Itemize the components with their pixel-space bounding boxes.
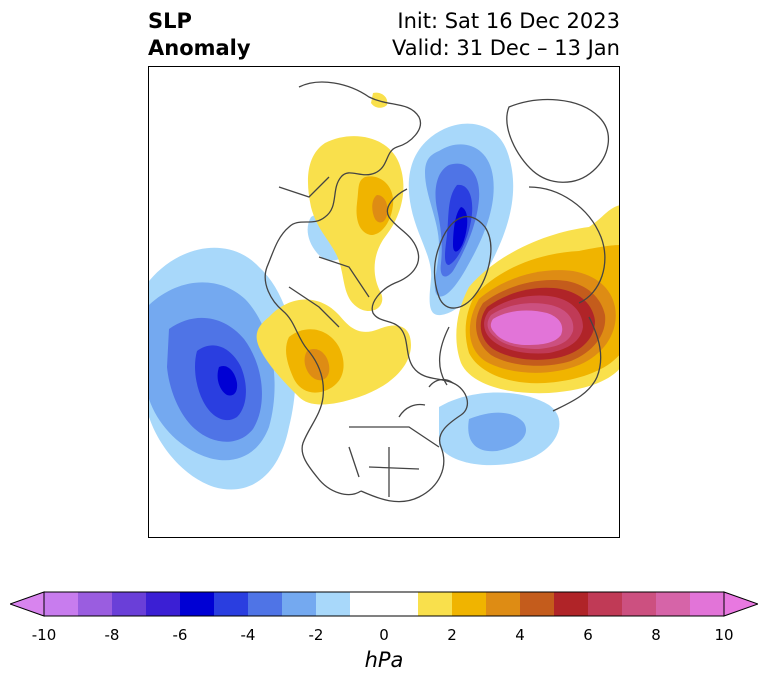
colorbar-tick-label: -6 [172,626,188,644]
colorbar-bin [418,592,452,616]
colorbar-bin [214,592,248,616]
colorbar-tick-label: 0 [379,626,389,644]
init-date-label: Init: Sat 16 Dec 2023 [397,9,620,33]
colorbar-bin [656,592,690,616]
run-info: Init: Sat 16 Dec 2023 Valid: 31 Dec – 13… [392,8,620,62]
anomaly-greenland-high [456,205,619,394]
colorbar-bin [486,592,520,616]
colorbar-bin [588,592,622,616]
colorbar-unit-label: hPa [364,648,404,672]
colorbar [10,591,758,617]
colorbar-bin [248,592,282,616]
slp-anomaly-map [148,66,620,538]
colorbar-underflow-triangle [10,591,45,617]
colorbar-bin [146,592,180,616]
colorbar-bin [452,592,486,616]
colorbar-outline [43,591,725,617]
colorbar-bin [44,592,78,616]
title-line-slp: SLP [148,9,192,33]
colorbar-tick-label: -8 [104,626,120,644]
land-outlines [264,81,609,503]
colorbar-bins [44,592,724,616]
colorbar-bin [112,592,146,616]
colorbar-bin [282,592,316,616]
colorbar-tick-label: 2 [447,626,457,644]
anomaly-western-atlantic-low [439,392,560,466]
colorbar-overflow-triangle [723,591,758,617]
colorbar-bin [78,592,112,616]
colorbar-bin [350,592,418,616]
colorbar-tick-label: 8 [651,626,661,644]
colorbar-bin [554,592,588,616]
colorbar-tick-label: -2 [308,626,324,644]
valid-range-label: Valid: 31 Dec – 13 Jan [391,36,620,60]
colorbar-bin [520,592,554,616]
colorbar-bin [622,592,656,616]
title-line-anomaly: Anomaly [148,36,251,60]
anomaly-north-pacific-low [149,247,296,490]
colorbar-tick-label: 4 [515,626,525,644]
colorbar-bin [316,592,350,616]
colorbar-tick-label: 6 [583,626,593,644]
colorbar-bin [180,592,214,616]
colorbar-bin [690,592,724,616]
colorbar-tick-label: -10 [31,626,57,644]
map-canvas [149,81,619,503]
colorbar-tick-label: -4 [240,626,256,644]
anomaly-siberia-high [307,92,404,312]
colorbar-tick-label: 10 [714,626,734,644]
map-title: SLP Anomaly [148,8,251,62]
